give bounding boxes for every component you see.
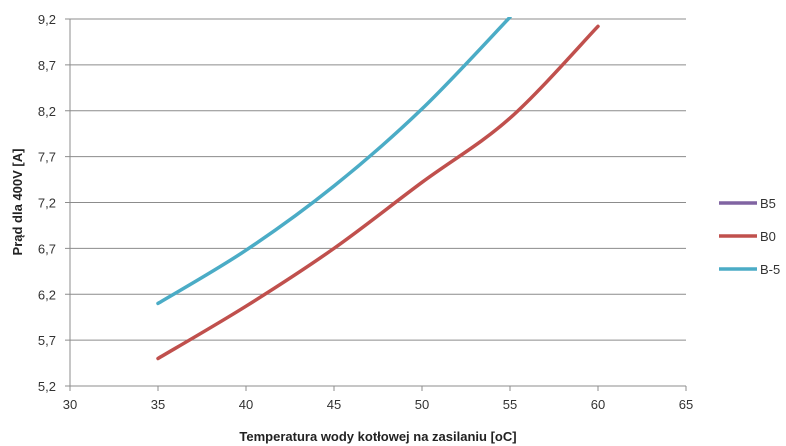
y-tick-label: 7,2 [38, 196, 56, 211]
x-tick-label: 65 [679, 397, 693, 412]
y-tick-label: 8,2 [38, 104, 56, 119]
y-tick-labels: 5,2 5,7 6,2 6,7 7,2 7,7 8,2 8,7 9,2 [38, 12, 56, 394]
y-tick-label: 6,2 [38, 287, 56, 302]
series-line-B-5 [156, 17, 512, 306]
y-axis-title: Prąd dla 400V [A] [10, 149, 25, 256]
x-tick-label: 55 [503, 397, 517, 412]
series-line-B0 [156, 24, 600, 361]
x-tick-label: 50 [415, 397, 429, 412]
x-tick-label: 45 [327, 397, 341, 412]
x-tick-label: 35 [151, 397, 165, 412]
x-tick-label: 60 [591, 397, 605, 412]
legend-label: B5 [760, 196, 776, 211]
y-tick-label: 9,2 [38, 12, 56, 27]
x-tick-labels: 30 35 40 45 50 55 60 65 [63, 397, 693, 412]
x-tick-label: 30 [63, 397, 77, 412]
y-tick-label: 7,7 [38, 150, 56, 165]
legend-label: B-5 [760, 262, 780, 277]
y-tick-label: 5,7 [38, 333, 56, 348]
y-tick-label: 8,7 [38, 58, 56, 73]
gridlines [70, 18, 686, 387]
axes [65, 18, 687, 391]
x-tick-label: 40 [239, 397, 253, 412]
x-axis-title: Temperatura wody kotłowej na zasilaniu [… [239, 429, 516, 444]
y-tick-label: 5,2 [38, 379, 56, 394]
legend: B5 B0 B-5 [719, 196, 780, 277]
series-lines [156, 17, 600, 361]
y-tick-label: 6,7 [38, 241, 56, 256]
legend-label: B0 [760, 229, 776, 244]
